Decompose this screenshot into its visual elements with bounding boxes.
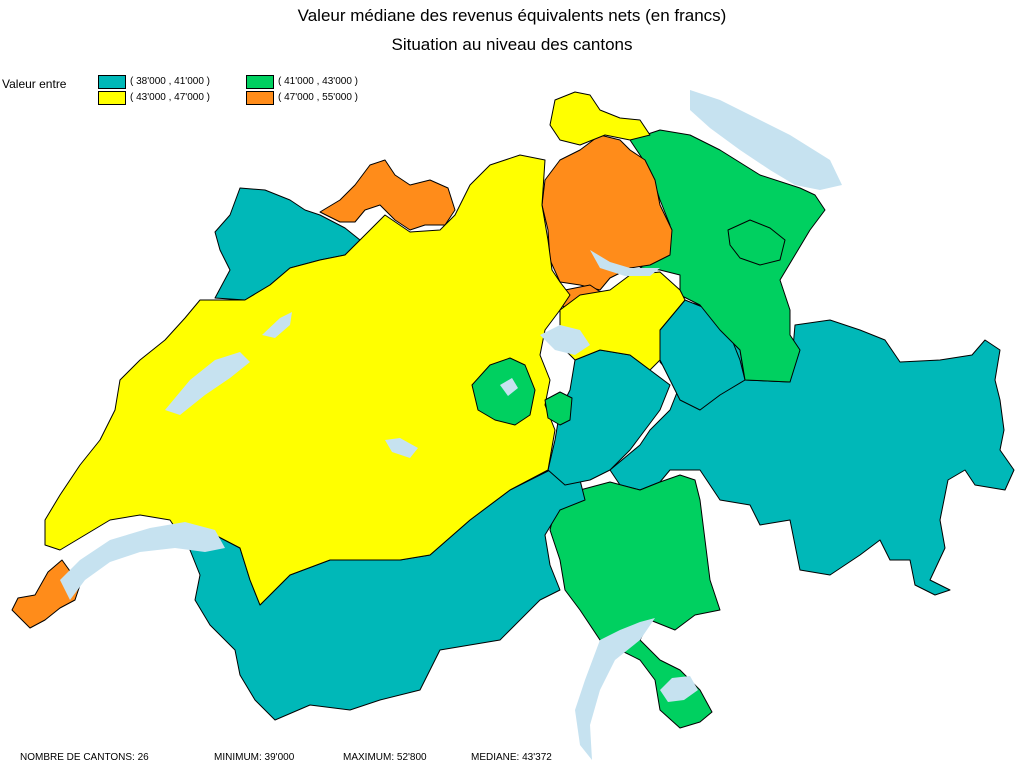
region-basel xyxy=(319,159,456,231)
region-schaffhausen xyxy=(549,91,651,146)
region-appenzell xyxy=(727,219,786,266)
legend-text: ( 41'000 , 43'000 ) xyxy=(278,76,358,87)
legend-text: ( 43'000 , 47'000 ) xyxy=(130,92,210,103)
legend-text: ( 38'000 , 41'000 ) xyxy=(130,76,210,87)
legend-swatch-teal xyxy=(98,75,126,89)
lake-thun xyxy=(385,438,418,458)
lake-zurich xyxy=(590,250,660,276)
stat-minimum: MINIMUM: 39'000 xyxy=(214,752,295,763)
lake-neuchatel xyxy=(165,352,250,415)
lake-lucerne xyxy=(540,325,590,355)
lake-brienz xyxy=(500,378,518,396)
legend-swatch-orange xyxy=(246,91,274,105)
region-nidwalden xyxy=(544,391,573,426)
lake-lugano xyxy=(660,676,698,702)
region-mittelland xyxy=(44,154,571,606)
stat-median: MEDIANE: 43'372 xyxy=(471,752,552,763)
lake-maggiore xyxy=(575,618,655,760)
stat-count: NOMBRE DE CANTONS: 26 xyxy=(20,752,149,763)
legend-swatch-green xyxy=(246,75,274,89)
lake-geneva xyxy=(60,522,225,600)
map-title: Valeur médiane des revenus équivalents n… xyxy=(297,6,727,25)
lakes xyxy=(60,90,842,760)
lake-biel xyxy=(262,312,292,338)
region-zurich xyxy=(541,134,673,291)
region-lucerne xyxy=(559,271,686,371)
legend-swatch-yellow xyxy=(98,91,126,105)
stat-maximum: MAXIMUM: 52'800 xyxy=(343,752,427,763)
map-subtitle: Situation au niveau des cantons xyxy=(391,35,633,54)
legend-text: ( 47'000 , 55'000 ) xyxy=(278,92,358,103)
lake-constance xyxy=(690,90,842,190)
region-obwalden xyxy=(471,357,536,426)
legend-label: Valeur entre xyxy=(2,77,67,91)
